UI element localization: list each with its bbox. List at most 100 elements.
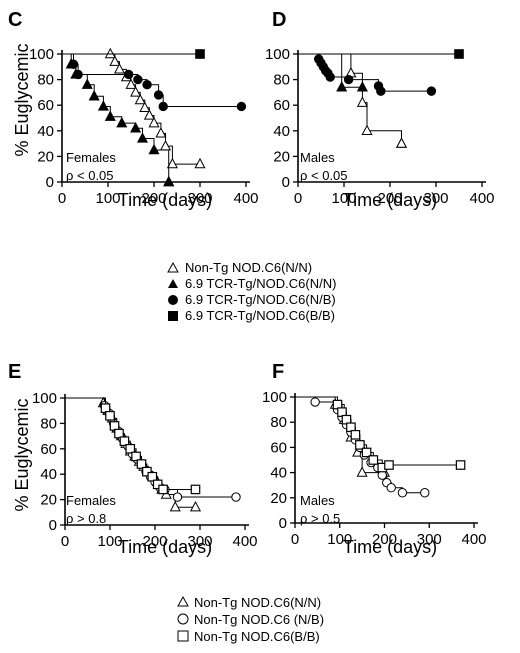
panel-e-series-2-point [114, 428, 124, 439]
panel-f-xtick-label: 100 [327, 531, 352, 548]
panel-c-plot: 0 20 40 60 80 100 0 100 200 300 400 [29, 46, 259, 207]
panel-f-group: Males [300, 493, 335, 508]
panel-c-series-0-point [109, 55, 121, 66]
panel-c-series-1-point [136, 132, 149, 143]
legend-top-item-1: 6.9 TCR-Tg/NOD.C6(N/N) [168, 276, 336, 291]
panel-e-series-2-point [125, 444, 136, 454]
panel-c-series-2-point [236, 101, 247, 112]
panel-c-series-1-point [81, 78, 93, 89]
panel-c-xtick-label: 0 [58, 190, 66, 207]
panel-e-ytick-label: 40 [40, 466, 57, 483]
legend-top-item-3: 6.9 TCR-Tg/NOD.C6(B/B) [168, 308, 335, 323]
panel-e-ytick-label: 60 [40, 441, 57, 458]
panel-c-series-0-point [104, 47, 116, 59]
panel-d-xtick-label: 0 [294, 190, 302, 207]
filled-square-icon [168, 311, 178, 321]
panel-c-pvalue: ρ < 0.05 [66, 168, 114, 183]
panel-d-series-2-point [376, 86, 386, 96]
panel-c-series-3-point [195, 49, 205, 59]
panel-c-ylabel: % Euglycemic [12, 43, 32, 156]
panel-c-xlabel: Time (days) [118, 190, 212, 210]
panel-c-xtick-label: 300 [187, 190, 212, 207]
panel-f-ytick-label: 20 [270, 490, 287, 507]
panel-f-series-2-point [368, 455, 379, 465]
panel-f-series-2-point [455, 460, 466, 470]
legend-top-label-1: 6.9 TCR-Tg/NOD.C6(N/N) [185, 276, 336, 291]
panel-c-series-2-point [73, 69, 83, 80]
panel-d-xtick-label: 100 [331, 190, 356, 207]
panel-c-series-1-point [163, 175, 175, 187]
legend-bottom-label-2: Non-Tg NOD.C6(B/B) [194, 629, 320, 644]
panel-f-series-2-point [355, 440, 365, 450]
panel-c-series-0-point [134, 93, 146, 105]
panel-e-series-1-point [172, 492, 183, 502]
panel-e-ytick-label: 100 [32, 390, 57, 407]
panel-d-series-1-point [356, 81, 368, 92]
filled-circle-icon [168, 295, 178, 305]
panel-e-pvalue: ρ > 0.8 [66, 511, 106, 526]
panel-c-series-0-point [155, 127, 167, 138]
panel-c-series-1-point [148, 143, 160, 155]
legend-bottom-item-2: Non-Tg NOD.C6(B/B) [177, 629, 320, 644]
panel-e-series-2-point [136, 459, 147, 469]
panel-letter-c: C [8, 9, 22, 31]
panel-c-series-0-point [130, 86, 142, 97]
panel-letter-d: D [272, 9, 286, 31]
panel-c-series-2-point [153, 90, 164, 100]
panel-f-ytick-label: 100 [262, 389, 287, 406]
panel-e-xtick-label: 300 [187, 533, 212, 550]
panel-d-xtick-label: 300 [423, 190, 448, 207]
panel-c-series-0-point [139, 101, 151, 112]
panel-c-series-0-point [143, 109, 155, 120]
panel-e-ytick-label: 80 [40, 415, 57, 432]
panel-d-series-2-point [343, 74, 354, 85]
panel-d-group: Males [300, 150, 335, 165]
panel-c-series-2-point [158, 101, 168, 112]
panel-d-series-0-point [361, 124, 373, 135]
panel-e-series-1-point [231, 492, 241, 502]
panel-e-xtick-label: 0 [61, 533, 69, 550]
legend-bottom-item-1: Non-Tg NOD.C6 (N/B) [177, 612, 324, 627]
panel-d-series-0-point [356, 96, 368, 107]
panel-d-plot: 0 20 40 60 80 100 0 100 200 300 400 [265, 46, 495, 207]
panel-c-series-1-point [88, 89, 100, 101]
panel-d-series-1-point [336, 81, 348, 92]
panel-c-series-1-point [97, 100, 109, 111]
panel-f-series-2-point [350, 430, 361, 440]
filled-triangle-icon [168, 279, 178, 288]
panel-f-ytick-label: 60 [270, 439, 287, 456]
panel-c-ytick-label: 100 [29, 46, 54, 63]
panel-c-series-2-point [68, 59, 79, 69]
panel-f-series-1-point [420, 488, 430, 498]
panel-e-xtick-label: 200 [142, 533, 167, 550]
panel-c-series-1-point [104, 110, 116, 121]
panel-c-series-0-point [166, 157, 178, 169]
panel-d-series-2-point [426, 86, 437, 96]
panel-letter-e: E [8, 361, 21, 383]
panel-d-ytick-label: 0 [282, 174, 290, 191]
panel-f-ytick-label: 80 [270, 414, 287, 431]
panel-d-ytick-label: 20 [273, 148, 290, 165]
panel-d-series-0-line [298, 53, 402, 144]
panel-f-xlabel: Time (days) [343, 537, 437, 557]
legend-bottom-item-0: Non-Tg NOD.C6(N/N) [177, 595, 321, 610]
panel-e-ylabel: % Euglycemic [12, 398, 32, 511]
panel-e-plot: 0 20 40 60 80 100 0 100 200 300 400 [32, 390, 258, 550]
panel-c-ytick-label: 80 [37, 72, 54, 89]
panel-c-series-1-point [130, 121, 142, 133]
panel-d-series-3-point [454, 49, 464, 59]
panel-c-series-2-point [124, 69, 134, 80]
panel-f-ytick-label: 40 [270, 465, 287, 482]
panel-e-xlabel: Time (days) [118, 537, 212, 557]
legend-top-item-0: Non-Tg NOD.C6(N/N) [167, 260, 312, 275]
panel-e-series-2-point [147, 471, 158, 482]
panel-f-ytick-label: 0 [279, 515, 287, 532]
panel-c-series-2-point [133, 74, 143, 85]
panel-e-xtick-label: 400 [232, 533, 257, 550]
legend-bottom-label-1: Non-Tg NOD.C6 (N/B) [194, 612, 324, 627]
panel-e-series-2-line [65, 397, 196, 490]
panel-f-xtick-label: 400 [461, 531, 486, 548]
legend-bottom: Non-Tg NOD.C6(N/N) Non-Tg NOD.C6 (N/B) N… [177, 595, 324, 644]
panel-d-ytick-label: 80 [273, 72, 290, 89]
panel-e-series-2-point [190, 484, 201, 495]
